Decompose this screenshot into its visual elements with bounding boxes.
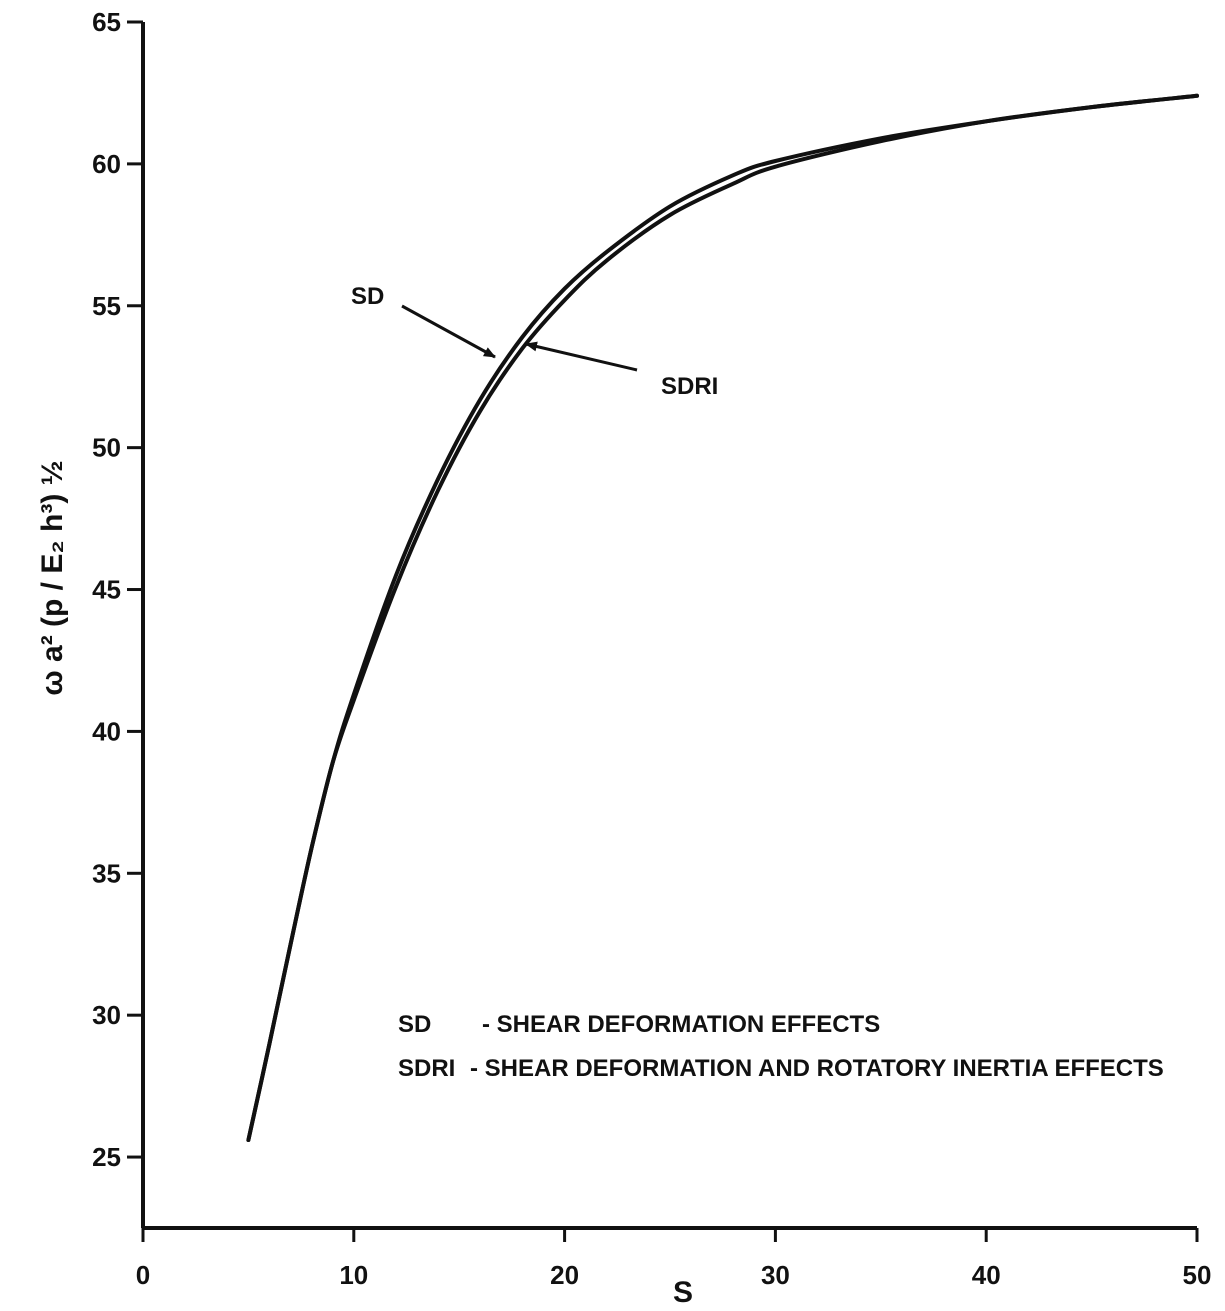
annotations: SD SDRI [351,283,718,400]
y-tick-label: 40 [92,716,121,746]
x-tick-label: 30 [761,1260,790,1290]
x-tick-label: 10 [339,1260,368,1290]
legend-desc-sdri: - SHEAR DEFORMATION AND ROTATORY INERTIA… [470,1055,1164,1082]
y-tick-label: 30 [92,1000,121,1030]
y-axis-title-text: ω a² (p / E₂ h³) ½ [36,460,69,695]
annotation-sdri-arrow [525,341,638,372]
x-tick-label: 0 [136,1260,150,1290]
series-line-sdri [246,93,1199,1142]
x-tick-label: 40 [972,1260,1001,1290]
legend-desc-sd: - SHEAR DEFORMATION EFFECTS [482,1011,880,1038]
x-axis-title: S [673,1276,693,1309]
series-group [246,93,1199,1142]
annotation-sdri-label: SDRI [661,373,718,400]
y-ticks: 25 30 35 40 45 50 55 60 65 [92,7,143,1172]
y-tick-label: 35 [92,858,121,888]
y-tick-label: 55 [92,291,121,321]
axes [141,22,1197,1230]
x-tick-label: 50 [1183,1260,1212,1290]
y-axis-title: ω a² (p / E₂ h³) ½ [36,460,69,695]
series-line-sd [246,93,1199,1142]
legend-key-sdri: SDRI [398,1055,455,1082]
x-tick-label: 20 [550,1260,579,1290]
y-tick-label: 25 [92,1142,121,1172]
y-tick-label: 60 [92,149,121,179]
annotation-sd-label: SD [351,283,384,310]
y-tick-label: 65 [92,7,121,37]
y-tick-label: 50 [92,433,121,463]
y-tick-label: 45 [92,575,121,605]
legend-key-sd: SD [398,1011,431,1038]
x-ticks: 0 10 20 30 40 50 [136,1228,1212,1290]
annotation-sd-arrow [401,304,496,359]
legend: SD - SHEAR DEFORMATION EFFECTS SDRI - SH… [398,1011,1164,1082]
